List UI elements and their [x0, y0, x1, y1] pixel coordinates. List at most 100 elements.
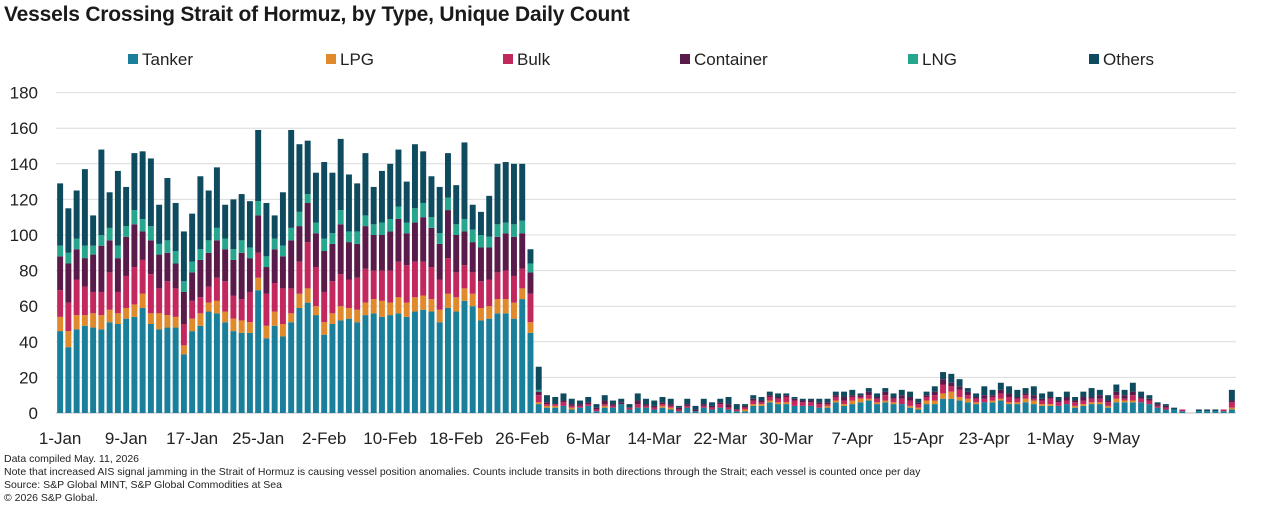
- legend-item: Container: [680, 50, 768, 69]
- bar-segment: [469, 306, 476, 413]
- bar-segment: [321, 291, 328, 323]
- bar-segment: [172, 263, 179, 289]
- bar-segment: [857, 398, 864, 403]
- bar-segment: [271, 249, 278, 284]
- bar-segment: [114, 324, 121, 413]
- bar-segment: [1121, 398, 1128, 401]
- bar-segment: [288, 240, 295, 289]
- bar-segment: [849, 396, 856, 401]
- bar-segment: [189, 261, 196, 273]
- bar-segment: [271, 325, 278, 413]
- bar-segment: [263, 293, 270, 326]
- bar-segment: [147, 274, 154, 314]
- bar-segment: [329, 313, 336, 324]
- bar-segment: [989, 396, 996, 401]
- bar-segment: [189, 272, 196, 301]
- bar-segment: [428, 299, 435, 312]
- bar-segment: [750, 400, 757, 405]
- bar-segment: [700, 404, 707, 406]
- y-tick-label: 40: [19, 333, 38, 352]
- bar-segment: [172, 202, 179, 252]
- bar-segment: [444, 197, 451, 211]
- bar-segment: [857, 393, 864, 396]
- bar-segment: [865, 395, 872, 399]
- bar-segment: [717, 402, 724, 405]
- bar-segment: [667, 405, 674, 408]
- bar-segment: [1138, 398, 1145, 403]
- bar-segment: [931, 404, 938, 413]
- bar-segment: [1113, 391, 1120, 396]
- bar-segment: [1047, 391, 1054, 397]
- bar-segment: [849, 400, 856, 405]
- bar-segment: [841, 404, 848, 406]
- bar-segment: [147, 240, 154, 275]
- bar-segment: [1022, 402, 1029, 413]
- bar-segment: [1113, 402, 1120, 413]
- bar-segment: [1039, 404, 1046, 406]
- bar-segment: [676, 409, 682, 412]
- bar-segment: [766, 400, 773, 403]
- bar-segment: [931, 386, 938, 392]
- bar-segment: [601, 405, 608, 408]
- bar-segment: [477, 307, 484, 321]
- bar-segment: [57, 331, 64, 413]
- bar-segment: [898, 389, 905, 396]
- bar-segment: [139, 259, 146, 294]
- bar-segment: [890, 402, 897, 405]
- bar-segment: [659, 405, 666, 408]
- bar-segment: [98, 329, 105, 413]
- bar-segment: [106, 272, 113, 310]
- bar-segment: [915, 404, 922, 408]
- bar-segment: [469, 242, 476, 273]
- bar-segment: [444, 153, 451, 198]
- bar-segment: [98, 149, 105, 235]
- bar-segment: [923, 400, 930, 405]
- bar-segment: [114, 245, 121, 259]
- bar-segment: [106, 227, 113, 241]
- bar-segment: [684, 405, 691, 408]
- bar-segment: [956, 386, 963, 390]
- bar-segment: [659, 396, 666, 403]
- bar-segment: [799, 405, 806, 413]
- bar-segment: [725, 404, 732, 408]
- bar-segment: [296, 293, 303, 308]
- bar-segment: [923, 404, 930, 413]
- bar-segment: [742, 409, 748, 412]
- bar-segment: [725, 407, 732, 410]
- bar-segment: [1063, 396, 1070, 401]
- bar-segment: [535, 395, 542, 403]
- bar-segment: [444, 210, 451, 259]
- bar-segment: [370, 299, 377, 314]
- bar-segment: [964, 391, 971, 396]
- bar-segment: [1030, 398, 1037, 401]
- bar-segment: [288, 129, 295, 228]
- bar-segment: [1129, 382, 1136, 392]
- bar-segment: [279, 288, 286, 324]
- bar-segment: [337, 306, 344, 321]
- bar-segment: [1022, 388, 1029, 394]
- bar-segment: [816, 404, 823, 408]
- y-tick-label: 0: [29, 404, 38, 423]
- bar-segment: [403, 181, 410, 223]
- bar-segment: [956, 379, 963, 387]
- bar-segment: [552, 404, 559, 406]
- bar-segment: [461, 265, 468, 289]
- bar-segment: [692, 409, 699, 412]
- y-tick-label: 160: [10, 119, 38, 138]
- bar-segment: [874, 402, 881, 405]
- bar-segment: [610, 405, 616, 408]
- bar-segment: [329, 233, 336, 244]
- bar-segment: [1080, 396, 1087, 401]
- bar-segment: [73, 329, 80, 413]
- bar-segment: [246, 332, 253, 413]
- bar-segment: [1129, 400, 1136, 403]
- bar-segment: [453, 272, 460, 298]
- legend-swatch: [128, 54, 138, 64]
- ais-jamming-note: Note that increased AIS signal jamming i…: [4, 466, 921, 478]
- bar-segment: [57, 290, 64, 317]
- bar-segment: [593, 407, 600, 410]
- bar-segment: [420, 151, 427, 203]
- bar-segment: [1129, 391, 1136, 396]
- bar-segment: [1006, 402, 1013, 405]
- bar-segment: [832, 396, 839, 401]
